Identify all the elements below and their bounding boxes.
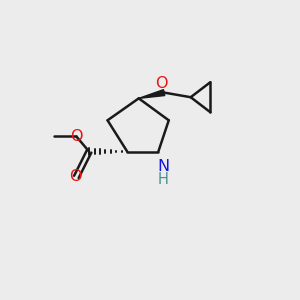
Text: N: N xyxy=(157,159,169,174)
Polygon shape xyxy=(139,90,165,98)
Text: O: O xyxy=(69,169,82,184)
Text: O: O xyxy=(70,129,82,144)
Text: H: H xyxy=(158,172,168,187)
Text: O: O xyxy=(156,76,168,91)
